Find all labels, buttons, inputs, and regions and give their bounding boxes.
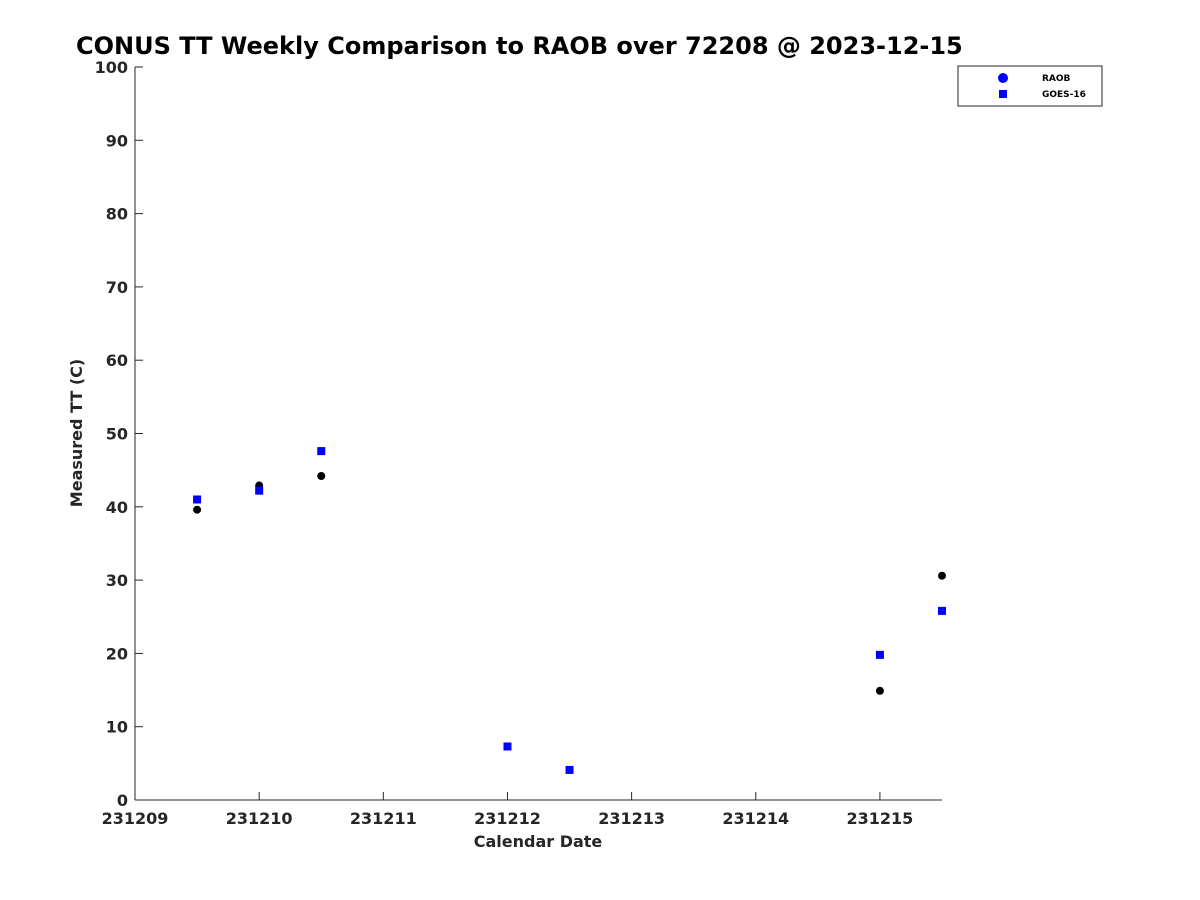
y-tick-label: 60: [106, 351, 128, 370]
goes-16-point: [193, 495, 202, 504]
x-axis-ticks: 231209 231210 231211 231212 231213 231214 2312…: [102, 792, 914, 828]
y-tick-label: 90: [106, 131, 128, 150]
y-tick-label: 80: [106, 205, 128, 224]
legend-label: GOES-16: [1042, 90, 1086, 100]
legend: RAOB GOES-16: [957, 65, 1103, 107]
data-points: [193, 447, 946, 774]
axes: [134, 67, 942, 801]
y-tick-label: 100: [95, 58, 128, 77]
x-tick-label: 231213: [598, 809, 665, 828]
y-tick-label: 10: [106, 718, 128, 737]
x-tick-label: 231209: [102, 809, 169, 828]
raob-point: [193, 505, 202, 514]
legend-label: RAOB: [1042, 74, 1071, 84]
y-tick-label: 20: [106, 644, 128, 663]
y-tick-label: 50: [106, 425, 128, 444]
legend-box: [957, 65, 1103, 107]
goes-16-point: [938, 606, 946, 615]
goes-16-point: [255, 486, 264, 495]
chart-title: CONUS TT Weekly Comparison to RAOB over …: [76, 32, 963, 60]
y-axis-label: Measured TT (C): [67, 359, 86, 507]
x-tick-label: 231211: [350, 809, 417, 828]
raob-point: [317, 472, 326, 481]
x-tick-label: 231212: [474, 809, 541, 828]
x-tick-label: 231215: [847, 809, 914, 828]
legend-marker-goes-16: [999, 90, 1007, 98]
goes-16-point: [503, 742, 512, 751]
goes-16-point: [565, 765, 574, 774]
y-tick-label: 40: [106, 498, 128, 517]
x-axis-label: Calendar Date: [474, 832, 603, 851]
goes-16-point: [317, 447, 326, 456]
legend-marker-raob: [998, 73, 1008, 83]
raob-point: [875, 686, 884, 695]
raob-point: [938, 571, 946, 580]
x-tick-label: 231210: [226, 809, 293, 828]
y-tick-label: 70: [106, 278, 128, 297]
y-axis-ticks: 0 10 20 30 40 50 60 70 80 90 100: [95, 58, 143, 810]
y-tick-label: 0: [117, 791, 128, 810]
y-tick-label: 30: [106, 571, 128, 590]
goes-16-point: [875, 650, 884, 659]
x-tick-label: 231214: [722, 809, 789, 828]
